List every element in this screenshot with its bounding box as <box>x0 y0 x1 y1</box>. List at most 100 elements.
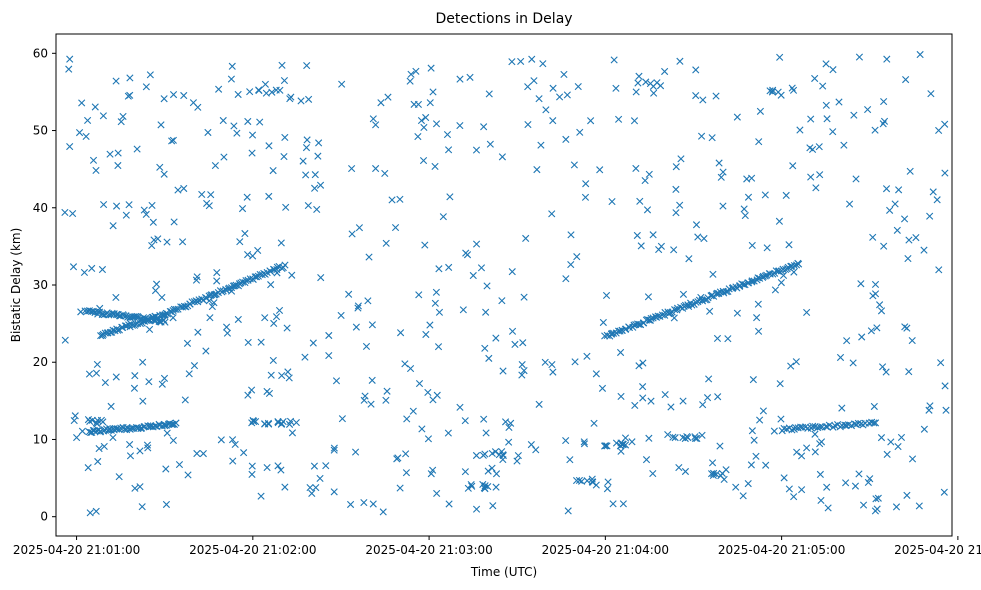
noise-point <box>733 309 741 317</box>
noise-point <box>877 434 886 442</box>
noise-point <box>138 503 146 511</box>
noise-point <box>508 268 516 276</box>
noise-point <box>679 290 688 298</box>
noise-point <box>549 368 557 376</box>
noise-point <box>148 201 156 210</box>
noise-point <box>151 287 160 295</box>
noise-point <box>66 55 74 63</box>
noise-point <box>61 336 69 344</box>
noise-point <box>524 120 532 129</box>
track-point <box>795 260 803 268</box>
noise-point <box>776 380 784 388</box>
noise-point <box>639 359 647 367</box>
noise-point <box>507 419 515 427</box>
noise-point <box>439 213 447 221</box>
noise-point <box>136 447 144 455</box>
noise-point <box>114 161 122 170</box>
noise-point <box>142 210 150 218</box>
noise-point <box>549 117 557 125</box>
noise-point <box>360 498 368 507</box>
noise-point <box>548 360 556 369</box>
noise-point <box>604 478 612 486</box>
noise-point <box>348 230 356 238</box>
noise-point <box>383 387 391 395</box>
noise-point <box>365 253 373 261</box>
noise-point <box>792 358 800 366</box>
noise-point <box>215 85 223 93</box>
noise-point <box>202 347 210 355</box>
noise-point <box>785 241 793 249</box>
noise-point <box>78 427 87 435</box>
track-point <box>252 273 261 281</box>
noise-point <box>935 266 943 274</box>
noise-point <box>759 407 767 415</box>
noise-point <box>639 383 647 391</box>
noise-point <box>89 156 98 164</box>
noise-point <box>633 231 641 240</box>
noise-point <box>288 271 296 279</box>
noise-point <box>485 90 493 98</box>
noise-point <box>712 92 720 100</box>
noise-point <box>277 239 285 247</box>
track-point <box>739 280 748 289</box>
noise-point <box>236 238 244 246</box>
noise-point <box>233 129 241 137</box>
noise-point <box>244 338 252 347</box>
noise-point <box>406 77 414 85</box>
noise-point <box>520 293 528 301</box>
noise-point <box>126 440 134 449</box>
cluster-point <box>272 86 280 94</box>
noise-point <box>563 91 571 99</box>
noise-point <box>433 489 441 498</box>
noise-point <box>283 324 291 332</box>
noise-point <box>672 163 680 171</box>
noise-point <box>492 470 501 478</box>
noise-point <box>278 371 286 380</box>
cluster-point <box>603 442 611 450</box>
noise-point <box>576 128 584 136</box>
noise-point <box>194 103 202 111</box>
cluster-point <box>691 434 699 443</box>
noise-point <box>124 92 132 100</box>
noise-point <box>672 185 680 193</box>
noise-point <box>790 268 798 276</box>
noise-point <box>446 193 454 201</box>
track-point <box>114 326 122 334</box>
y-tick-label: 20 <box>33 355 48 369</box>
noise-point <box>240 449 248 457</box>
noise-point <box>115 473 123 481</box>
noise-point <box>381 169 389 178</box>
noise-point <box>472 240 481 248</box>
noise-point <box>248 419 256 427</box>
noise-point <box>508 58 516 66</box>
noise-point <box>615 115 623 123</box>
noise-point <box>106 150 114 158</box>
cluster-point <box>769 86 777 94</box>
noise-point <box>126 74 134 82</box>
x-tick-label: 2025-04-20 21:02:00 <box>189 543 316 557</box>
noise-point <box>581 193 590 201</box>
noise-point <box>207 191 215 199</box>
noise-point <box>169 314 177 322</box>
noise-point <box>86 509 94 517</box>
noise-point <box>714 393 722 401</box>
noise-point <box>528 55 536 63</box>
noise-point <box>777 91 785 99</box>
noise-point <box>181 396 189 404</box>
noise-point <box>733 113 741 121</box>
noise-point <box>892 503 901 511</box>
noise-point <box>641 177 649 185</box>
noise-point <box>178 238 187 246</box>
noise-point <box>382 239 390 247</box>
noise-point <box>482 308 490 316</box>
track-point <box>168 420 176 429</box>
noise-point <box>126 452 135 460</box>
noise-point <box>871 290 880 298</box>
noise-point <box>107 402 115 410</box>
noise-point <box>311 184 319 192</box>
cluster-point <box>580 438 588 446</box>
cluster-point <box>578 477 586 485</box>
track-point <box>242 277 250 285</box>
noise-point <box>330 446 338 454</box>
noise-point <box>632 164 640 173</box>
